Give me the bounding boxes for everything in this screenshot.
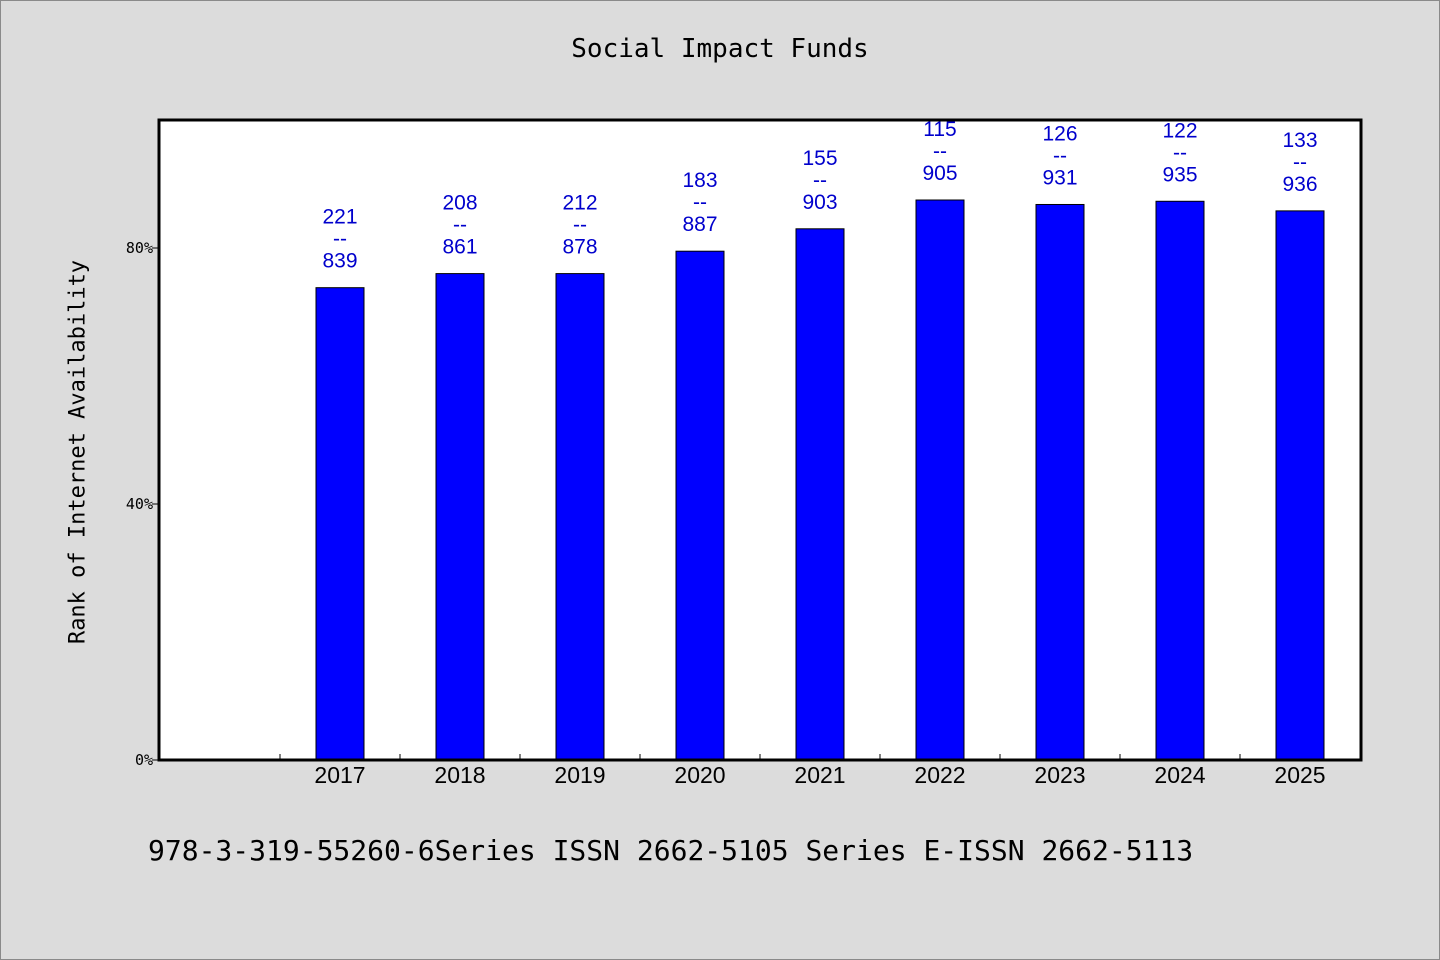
bar [1275,210,1325,761]
x-tick-label: 2022 [914,762,965,788]
data-label: -- [933,140,947,163]
data-label: 115 [923,118,956,141]
x-tick-label: 2019 [554,762,605,788]
bar [1035,203,1085,761]
data-label: 212 [562,192,597,215]
bar [1155,200,1205,761]
bars-layer [315,199,1325,761]
data-label: 878 [562,236,597,259]
data-label: 861 [442,236,477,259]
data-label: 155 [802,147,837,170]
x-tick-label: 2021 [794,762,845,788]
bar [675,250,725,761]
x-tick-label: 2018 [434,762,485,788]
x-tick-label: 2017 [314,762,365,788]
data-label: 905 [922,162,957,185]
data-label: -- [693,191,707,214]
plot-border [157,118,1363,762]
data-label: -- [573,214,587,237]
ticks-layer: 0% 40% 80% 2017 2018 2019 2020 2021 2022 2023 2024… [126,239,1361,788]
bar [915,199,965,761]
data-label: 887 [682,213,717,236]
data-label: -- [1293,151,1307,174]
data-labels-layer: 221--839208--861212--878183--887155--903… [322,118,1317,273]
data-label: -- [1173,141,1187,164]
data-label: 221 [322,206,357,229]
data-label: 936 [1282,173,1317,196]
data-label: 935 [1162,163,1197,186]
bar [795,228,845,761]
data-label: 208 [442,192,477,215]
x-tick-label: 2025 [1274,762,1325,788]
chart-title: Social Impact Funds [571,34,869,64]
x-tick-label: 2023 [1034,762,1085,788]
data-label: 126 [1042,122,1077,145]
data-label: -- [813,169,827,192]
bar [435,273,485,761]
footer-note: 978-3-319-55260-6Series ISSN 2662-5105 S… [148,834,1194,867]
data-label: -- [1053,144,1067,167]
x-tick-label: 2024 [1154,762,1205,788]
data-label: 133 [1282,129,1317,152]
data-label: 839 [322,250,357,273]
data-label: 903 [802,191,837,214]
data-label: -- [453,214,467,237]
bar [555,273,605,761]
data-label: -- [333,228,347,251]
data-label: 931 [1042,166,1077,189]
x-tick-label: 2020 [674,762,725,788]
y-tick-label: 0% [135,751,153,769]
bar [315,287,365,761]
y-tick-label: 80% [126,239,153,257]
y-tick-label: 40% [126,495,153,513]
data-label: 183 [682,169,717,192]
data-label: 122 [1162,119,1197,142]
